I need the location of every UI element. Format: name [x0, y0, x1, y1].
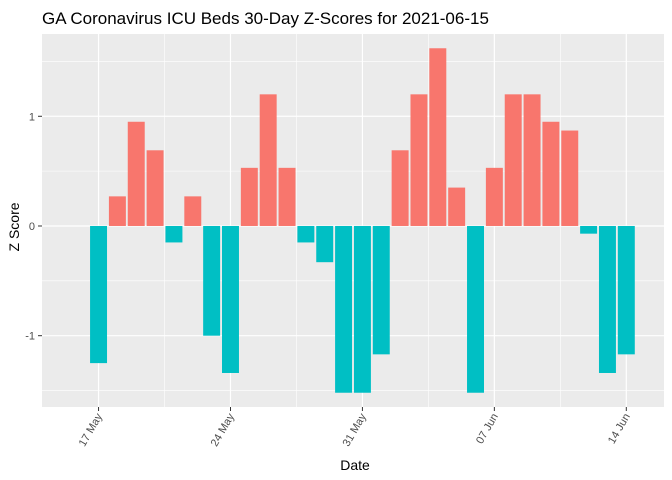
- y-tick-label: 0: [29, 221, 35, 233]
- bar-2021-05-26: [259, 94, 277, 226]
- x-tick-label: 17 May: [77, 411, 106, 449]
- bar-2021-05-18: [108, 196, 126, 226]
- bar-2021-05-27: [278, 167, 296, 226]
- x-axis: 17 May 24 May 31 May 07 Jun 14 Jun: [77, 407, 633, 449]
- x-tick-label: 24 May: [209, 411, 238, 449]
- bar-2021-06-05: [448, 187, 466, 226]
- bar-2021-06-08: [504, 94, 522, 226]
- bars: [90, 48, 635, 393]
- y-tick-label: 1: [29, 111, 35, 123]
- x-tick-label: 31 May: [341, 411, 370, 449]
- bar-2021-05-25: [240, 167, 258, 226]
- bar-2021-05-24: [222, 225, 239, 373]
- chart-title: GA Coronavirus ICU Beds 30-Day Z-Scores …: [42, 9, 489, 28]
- bar-2021-05-17: [90, 225, 108, 364]
- x-tick-label: 07 Jun: [474, 412, 501, 447]
- bar-2021-06-01: [372, 225, 390, 355]
- bar-2021-06-04: [429, 48, 447, 226]
- x-tick-label: 14 Jun: [606, 412, 633, 447]
- bar-2021-05-29: [316, 225, 334, 263]
- bar-2021-06-13: [598, 225, 616, 373]
- bar-2021-06-06: [467, 225, 484, 393]
- x-axis-title: Date: [340, 457, 370, 473]
- bar-2021-05-22: [184, 196, 202, 226]
- bar-2021-05-19: [127, 121, 145, 226]
- bar-2021-05-28: [297, 225, 315, 243]
- bar-2021-06-11: [561, 130, 579, 226]
- y-axis-title: Z Score: [6, 202, 22, 251]
- bar-2021-05-20: [146, 150, 164, 226]
- bar-2021-06-03: [410, 94, 428, 226]
- bar-2021-06-07: [485, 167, 503, 226]
- bar-2021-05-30: [335, 225, 353, 393]
- bar-2021-06-14: [617, 225, 635, 355]
- bar-2021-05-31: [353, 225, 371, 393]
- bar-2021-06-02: [391, 150, 409, 226]
- y-axis: -1 0 1: [25, 111, 42, 343]
- y-tick-label: -1: [25, 331, 35, 343]
- bar-2021-06-12: [580, 225, 598, 234]
- bar-2021-06-09: [523, 94, 541, 226]
- bar-2021-05-23: [203, 225, 221, 336]
- bar-2021-06-10: [542, 121, 560, 226]
- bar-2021-05-21: [165, 225, 183, 243]
